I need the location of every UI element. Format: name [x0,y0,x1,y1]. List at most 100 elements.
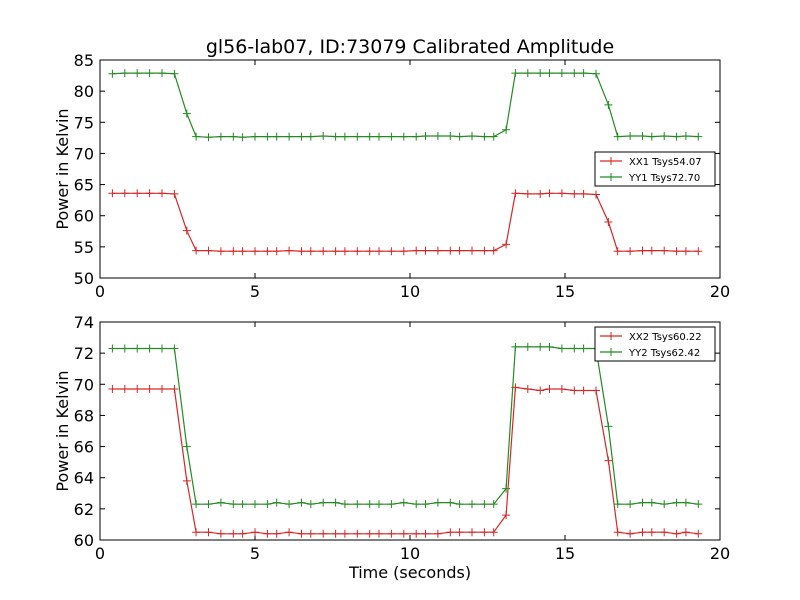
x-tick-label: 15 [555,282,575,301]
data-point [365,247,374,256]
data-point [681,131,690,140]
y-tick-label: 70 [74,375,94,394]
data-point [365,529,374,538]
data-point [647,528,656,537]
data-point [133,69,142,78]
data-point [672,498,681,507]
data-point [638,246,647,255]
series-line-1 [112,192,699,252]
data-point [263,132,272,141]
top-plot: 0 5 10 15 20 50 55 60 65 70 75 80 85 Power in Kelvin X… [53,51,730,301]
data-point [536,342,545,351]
chart-title: gl56-lab07, ID:73079 Calibrated Amplitud… [206,36,614,58]
data-point [182,226,191,235]
data-point [480,528,489,537]
y-tick-label: 72 [74,344,94,363]
data-point [592,386,600,395]
data-point [340,529,349,538]
data-point [204,500,213,509]
data-point [331,529,340,538]
y-tick-label: 65 [74,176,94,195]
data-point [433,529,442,538]
data-point [353,500,362,509]
y-axis-label: Power in Kelvin [53,370,72,491]
data-point [365,132,374,141]
x-tick-label: 20 [710,282,730,301]
data-point [455,246,464,255]
data-point [681,247,690,256]
y-tick-label: 60 [74,207,94,226]
data-point [319,131,328,140]
data-point [480,500,489,509]
data-point [133,344,142,353]
data-point [238,529,247,538]
data-point [592,69,600,78]
data-point [480,246,489,255]
data-point [412,500,421,509]
data-point [660,131,669,140]
data-point [365,500,374,509]
x-tick-label: 5 [250,544,260,563]
legend-entry: YY2 Tsys62.42 [628,348,700,359]
data-point [570,69,579,78]
data-point [238,500,247,509]
data-point [489,528,498,537]
data-point [158,344,166,353]
data-point [399,247,408,256]
data-point [263,500,272,509]
data-point [604,100,613,109]
data-point [387,132,396,141]
data-point [626,131,635,140]
data-point [613,500,622,509]
data-point [502,125,511,134]
data-point [192,132,201,141]
data-point [660,528,669,537]
legend-box [594,151,716,187]
y-tick-label: 66 [74,438,94,457]
data-point [375,500,383,509]
data-point [536,386,545,395]
data-point [545,342,554,351]
data-point [613,247,622,256]
data-point [570,386,579,395]
data-point [468,528,476,537]
y-tick-label: 68 [74,406,94,425]
data-point [133,189,142,198]
data-point [579,386,588,395]
data-point [272,132,281,141]
x-tick-label: 0 [95,544,105,563]
data-point [353,132,362,141]
data-point [421,246,430,255]
data-point [120,344,129,353]
data-point [511,342,520,351]
data-point [672,529,681,538]
series-line-1 [112,386,699,535]
data-point [272,498,281,507]
data-point [468,131,476,140]
data-point [446,246,455,255]
y-tick-label: 70 [74,144,94,163]
data-point [375,132,383,141]
data-point [251,500,259,509]
data-point [545,69,554,78]
legend-marker [607,348,615,356]
data-point [158,69,166,78]
data-point [108,189,117,198]
legend-marker [607,157,615,165]
data-point [626,247,635,256]
data-point [251,247,259,256]
data-point [331,247,340,256]
data-point [170,189,179,198]
data-point [331,498,340,507]
data-point [660,500,669,509]
x-tick-label: 5 [250,282,260,301]
x-tick-label: 0 [95,282,105,301]
data-point [182,476,191,485]
data-point [455,500,464,509]
data-point [489,132,498,141]
data-point [626,529,635,538]
data-point [681,498,690,507]
data-point [638,131,647,140]
y-tick-label: 62 [74,500,94,519]
x-tick-label: 10 [400,282,420,301]
